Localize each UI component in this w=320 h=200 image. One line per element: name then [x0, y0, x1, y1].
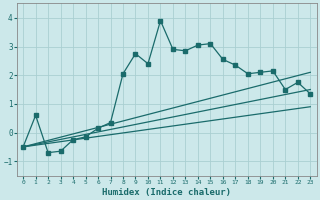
X-axis label: Humidex (Indice chaleur): Humidex (Indice chaleur)	[102, 188, 231, 197]
